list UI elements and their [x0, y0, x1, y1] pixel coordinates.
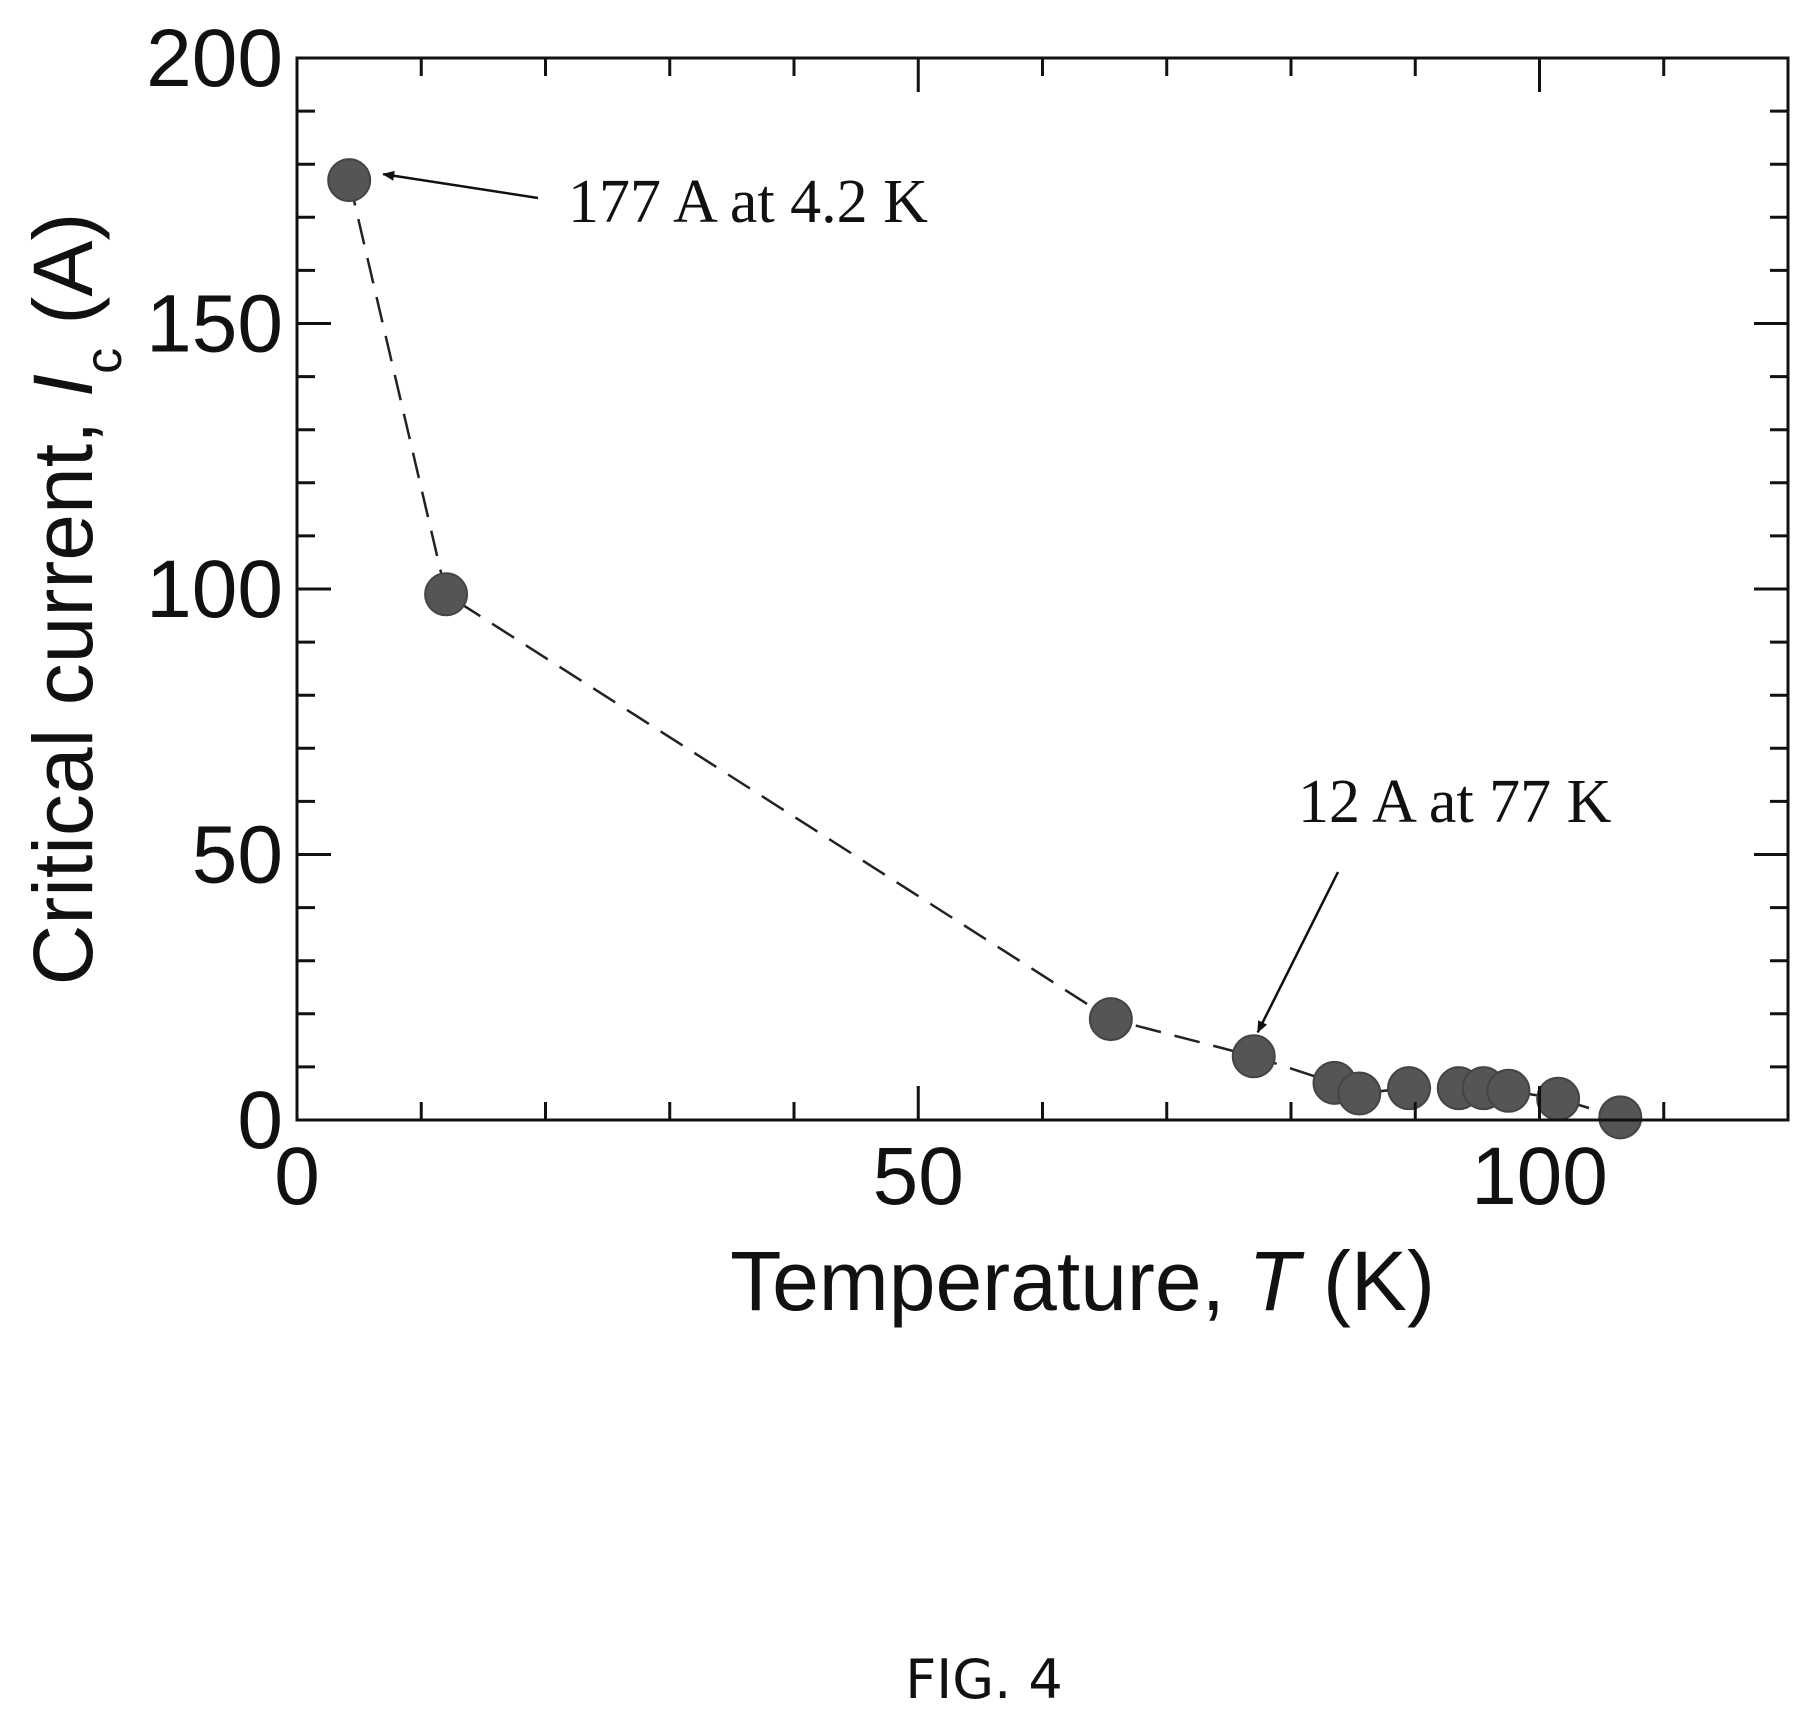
- data-point: [1598, 1095, 1643, 1140]
- y-tick-label: 50: [192, 810, 283, 901]
- y-axis-label-prefix: Critical current,: [16, 397, 110, 985]
- y-axis-label: Critical current, Ic (A): [16, 213, 133, 986]
- annotation-label: 177 A at 4.2 K: [568, 168, 928, 236]
- annotation-arrow: [1256, 871, 1340, 1034]
- figure-caption: FIG. 4: [905, 1648, 1063, 1711]
- plot-frame: [295, 56, 1790, 1122]
- data-point: [1536, 1076, 1581, 1121]
- data-point: [1337, 1071, 1382, 1116]
- data-point: [1088, 997, 1133, 1042]
- data-point: [1486, 1068, 1531, 1113]
- series-line: [347, 179, 1621, 1119]
- y-axis-label-unit: (A): [16, 213, 110, 348]
- y-tick-label: 150: [146, 279, 283, 370]
- annotation-arrow: [382, 170, 539, 200]
- data-point: [424, 572, 469, 617]
- data-point: [1387, 1066, 1432, 1111]
- y-axis-label-symbol: I: [16, 374, 110, 397]
- annotation-label: 12 A at 77 K: [1298, 768, 1612, 836]
- x-tick-label: 50: [873, 1131, 964, 1222]
- y-axis-label-subscript: c: [75, 348, 133, 374]
- x-tick-label: 0: [274, 1131, 320, 1222]
- x-axis-label-prefix: Temperature,: [730, 1234, 1248, 1328]
- data-point: [327, 158, 372, 203]
- y-tick-label: 0: [237, 1075, 283, 1166]
- y-tick-label: 200: [146, 13, 283, 104]
- y-tick-label: 100: [146, 544, 283, 635]
- x-tick-label: 100: [1471, 1131, 1608, 1222]
- data-point: [1231, 1034, 1276, 1079]
- x-axis-label-symbol: T: [1248, 1234, 1305, 1328]
- x-axis-label-unit: (K): [1300, 1234, 1435, 1328]
- x-axis-label: Temperature, T (K): [730, 1234, 1435, 1328]
